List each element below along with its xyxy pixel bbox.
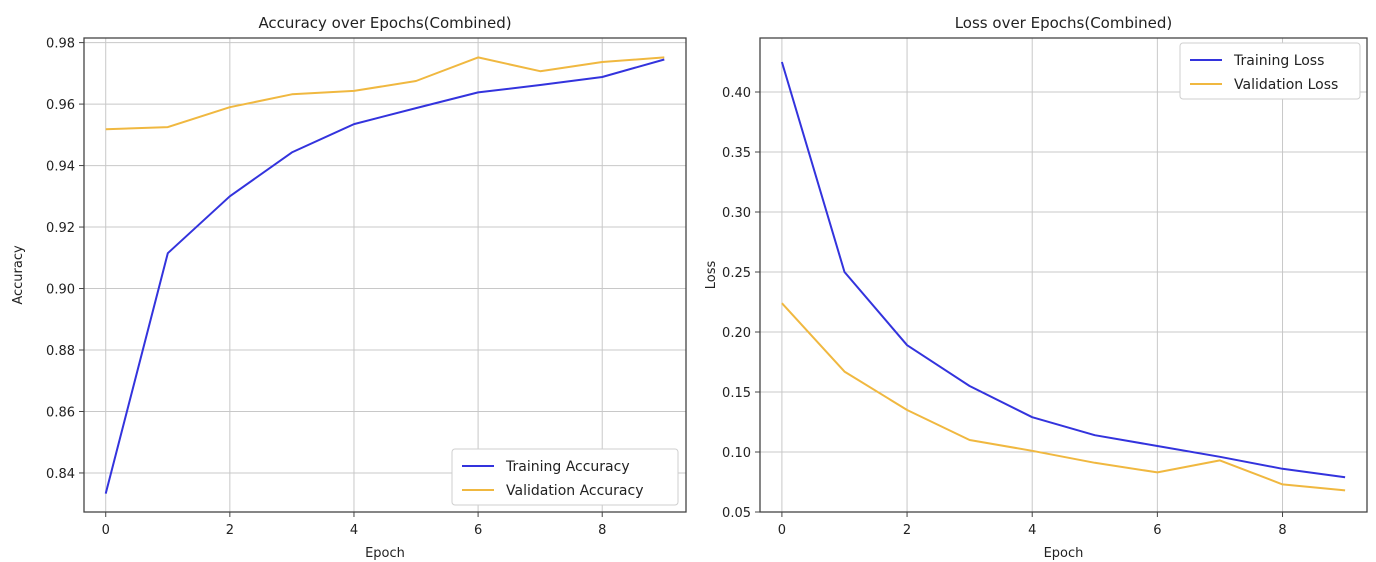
x-tick-label: 0 bbox=[778, 523, 786, 538]
x-tick-label: 8 bbox=[598, 523, 606, 538]
y-axis-label: Loss bbox=[704, 261, 719, 290]
y-tick-label: 0.10 bbox=[722, 446, 751, 461]
y-tick-label: 0.20 bbox=[722, 326, 751, 341]
y-tick-label: 0.05 bbox=[722, 506, 751, 521]
series-line-validation-loss bbox=[781, 302, 1346, 492]
y-tick-label: 0.40 bbox=[722, 86, 751, 101]
legend-box bbox=[1179, 42, 1361, 100]
y-tick-label: 0.25 bbox=[722, 266, 751, 281]
y-tick-label: 0.96 bbox=[46, 98, 75, 113]
x-axis-label: Epoch bbox=[365, 546, 405, 561]
legend: Training Accuracy Validation Accuracy bbox=[451, 448, 679, 506]
y-tick-label: 0.88 bbox=[46, 344, 75, 359]
legend-entry-label: Validation Accuracy bbox=[506, 483, 644, 499]
x-tick-label: 6 bbox=[474, 523, 482, 538]
y-tick-label: 0.94 bbox=[46, 160, 75, 175]
y-tick-label: 0.92 bbox=[46, 221, 75, 236]
x-tick-label: 4 bbox=[350, 523, 358, 538]
plot-frame bbox=[83, 37, 687, 513]
legend-entry-label: Validation Loss bbox=[1234, 77, 1338, 93]
series-line-training-loss bbox=[780, 61, 1346, 479]
series-line-validation-accuracy bbox=[105, 56, 665, 131]
y-tick-label: 0.15 bbox=[722, 386, 751, 401]
chart-panel-2: 0 2 4 6 8 0.05 0.10 0.15 0.20 0.25 0.30 0.35 0.40 Los… bbox=[704, 14, 1368, 561]
legend-entry-label: Training Loss bbox=[1233, 53, 1324, 69]
legend-entry-label: Training Accuracy bbox=[505, 459, 630, 475]
y-tick-label: 0.84 bbox=[46, 467, 75, 482]
x-tick-label: 2 bbox=[226, 523, 234, 538]
legend-box bbox=[451, 448, 679, 506]
y-tick-label: 0.35 bbox=[722, 146, 751, 161]
y-tick-label: 0.98 bbox=[46, 37, 75, 52]
x-tick-label: 0 bbox=[102, 523, 110, 538]
plot-frame bbox=[759, 37, 1368, 513]
x-tick-label: 6 bbox=[1153, 523, 1161, 538]
legend: Training Loss Validation Loss bbox=[1179, 42, 1361, 100]
y-tick-label: 0.90 bbox=[46, 283, 75, 298]
y-tick-label: 0.86 bbox=[46, 405, 75, 420]
y-tick-label: 0.30 bbox=[722, 206, 751, 221]
chart-title: Loss over Epochs(Combined) bbox=[955, 14, 1173, 32]
x-tick-label: 8 bbox=[1278, 523, 1286, 538]
chart-panel-1: 0 2 4 6 8 0.84 0.86 0.88 0.90 0.92 0.94 0.96 0.98 Acc… bbox=[11, 14, 687, 561]
series-line-training-accuracy bbox=[104, 58, 665, 494]
y-axis-label: Accuracy bbox=[11, 245, 26, 305]
x-tick-label: 2 bbox=[903, 523, 911, 538]
x-axis-label: Epoch bbox=[1044, 546, 1084, 561]
x-tick-label: 4 bbox=[1028, 523, 1036, 538]
chart-title: Accuracy over Epochs(Combined) bbox=[258, 14, 511, 32]
